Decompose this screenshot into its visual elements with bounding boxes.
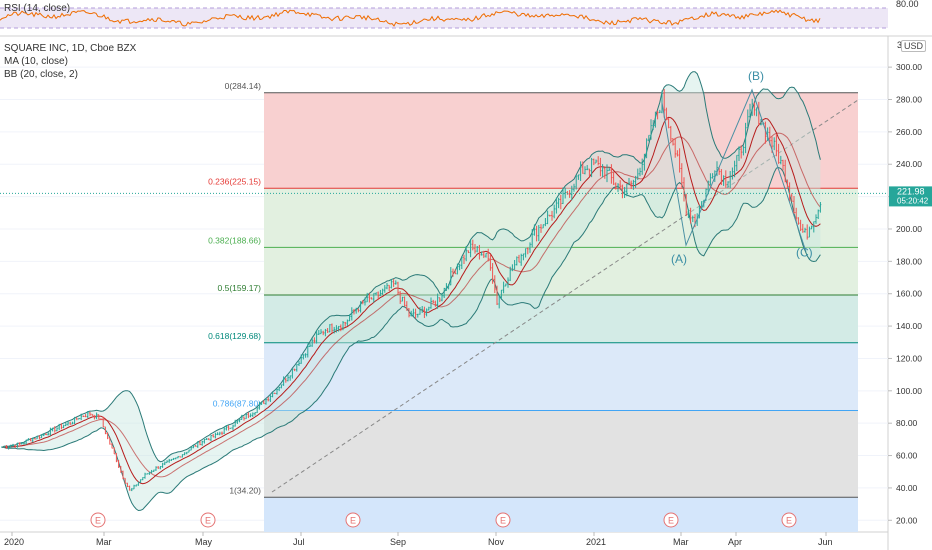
price-tick-label: 60.00 <box>896 451 918 461</box>
earnings-marker-label: E <box>668 516 674 526</box>
earnings-marker[interactable] <box>345 512 361 528</box>
fib-level-label: 0.382(188.66) <box>208 235 261 245</box>
candles <box>1 89 822 492</box>
price-tick-label: 240.00 <box>896 159 922 169</box>
time-tick-label: 2021 <box>586 537 606 547</box>
wave-labels[interactable]: (A) (B) (C) <box>661 69 813 266</box>
fib-level-label: 0.618(129.68) <box>208 331 261 341</box>
time-tick-label: Nov <box>488 537 505 547</box>
price-tick-label: 260.00 <box>896 127 922 137</box>
rsi-legend[interactable]: RSI (14, close) <box>4 3 71 14</box>
earnings-marker[interactable] <box>90 512 106 528</box>
fibonacci-retracement[interactable]: 0(284.14) 0.236(225.15) 0.382(188.66) 0.5(1… <box>208 81 858 532</box>
time-tick-label: Sep <box>390 537 406 547</box>
currency-badge[interactable]: USD <box>901 40 927 52</box>
earnings-marker-label: E <box>500 516 506 526</box>
symbol-legend[interactable]: SQUARE INC, 1D, Cboe BZX <box>4 43 137 54</box>
price-tick-label: 160.00 <box>896 289 922 299</box>
fib-level-label: 0.236(225.15) <box>208 176 261 186</box>
earnings-marker[interactable] <box>495 512 511 528</box>
bb-upper-line <box>1 71 821 463</box>
fib-zone <box>264 410 858 498</box>
main-legend[interactable]: SQUARE INC, 1D, Cboe BZX MA (10, close) … <box>4 42 136 81</box>
fib-level-label: 0.5(159.17) <box>218 283 262 293</box>
fib-zone <box>264 247 858 296</box>
time-tick-label: Apr <box>728 537 742 547</box>
time-tick-label: Jul <box>293 537 305 547</box>
price-tick-label: 120.00 <box>896 353 922 363</box>
countdown-label: 05:20:42 <box>897 196 929 205</box>
bb-fill <box>2 71 821 511</box>
wave-label[interactable]: (C) <box>796 245 813 259</box>
rsi-pane[interactable]: 80.00 <box>0 0 919 29</box>
fib-zone <box>264 497 858 532</box>
time-tick-label: Mar <box>96 537 112 547</box>
time-tick-label: Mar <box>673 537 689 547</box>
earnings-marker[interactable] <box>781 512 797 528</box>
fib-level-label: 0.786(87.80) <box>213 399 261 409</box>
price-tick-label: 100.00 <box>896 386 922 396</box>
price-tick-label: 300.00 <box>896 62 922 72</box>
trendline[interactable] <box>271 99 859 493</box>
price-tick-label: 20.00 <box>896 515 918 525</box>
time-tick-label: May <box>195 537 213 547</box>
time-axis[interactable]: 2020 Mar May Jul Sep Nov 2021 Mar Apr Jun <box>4 532 833 547</box>
price-tick-label: 80.00 <box>896 418 918 428</box>
ma-legend[interactable]: MA (10, close) <box>4 56 68 67</box>
earnings-marker-label: E <box>205 516 211 526</box>
bb-legend[interactable]: BB (20, close, 2) <box>4 69 78 80</box>
fib-level-label: 0(284.14) <box>225 81 262 91</box>
price-axis-top-label: 3 <box>897 40 903 50</box>
earnings-marker[interactable] <box>200 512 216 528</box>
fib-zone <box>264 342 858 411</box>
rsi-band <box>0 8 888 28</box>
trendline-line[interactable] <box>271 99 859 493</box>
wave-label[interactable]: (A) <box>671 252 687 266</box>
earnings-marker[interactable] <box>663 512 679 528</box>
fib-level-label: 1(34.20) <box>229 485 261 495</box>
price-tick-label: 180.00 <box>896 256 922 266</box>
price-tick-label: 200.00 <box>896 224 922 234</box>
price-tick-label: 280.00 <box>896 95 922 105</box>
earnings-marker-label: E <box>95 516 101 526</box>
wave-label[interactable]: (B) <box>748 69 764 83</box>
price-tick-label: 140.00 <box>896 321 922 331</box>
time-tick-label: 2020 <box>4 537 24 547</box>
last-price-label: 221.98 <box>897 186 925 196</box>
price-axis[interactable]: 20.00 40.00 60.00 80.00 100.00 120.00 140.00 16… <box>888 62 922 525</box>
rsi-axis-label: 80.00 <box>896 0 919 9</box>
earnings-marker-label: E <box>350 516 356 526</box>
earnings-marker-label: E <box>786 516 792 526</box>
last-price-badge: 221.98 05:20:42 <box>889 186 932 207</box>
bb-basis-line <box>1 132 821 478</box>
price-tick-label: 40.00 <box>896 483 918 493</box>
time-tick-label: Jun <box>818 537 833 547</box>
rsi-line <box>0 9 821 27</box>
abc-pattern-line[interactable] <box>661 88 807 252</box>
